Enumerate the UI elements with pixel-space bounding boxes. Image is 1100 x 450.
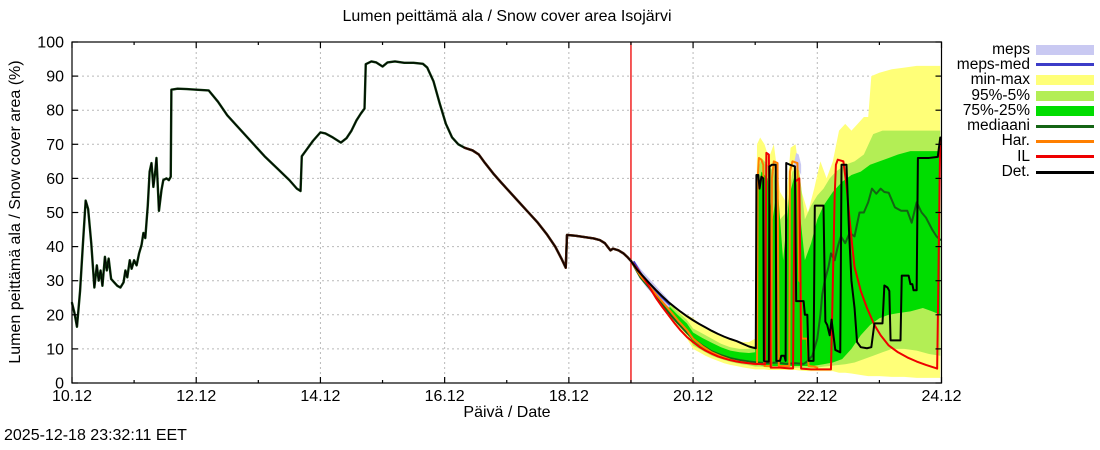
x-tick-label: 16.12: [425, 388, 465, 405]
y-tick-label: 10: [46, 341, 64, 358]
x-tick-label: 18.12: [549, 388, 589, 405]
x-tick-label: 22.12: [797, 388, 837, 405]
y-tick-label: 0: [55, 376, 64, 393]
y-tick-label: 90: [46, 69, 64, 86]
x-tick-label: 10.12: [52, 388, 92, 405]
line-Det.: [629, 136, 942, 363]
series-lines: [70, 60, 942, 371]
y-tick-label: 80: [46, 103, 64, 120]
plot-frame: [71, 41, 943, 384]
line-history: [70, 60, 633, 328]
chart-title: Lumen peittämä ala / Snow cover area Iso…: [342, 8, 672, 25]
line-IL: [629, 139, 942, 371]
y-tick-label: 30: [46, 273, 64, 290]
x-tick-label: 20.12: [673, 388, 713, 405]
tick-labels: 10.12 12.12 14.12 16.12 18.12 20.12 22.12 24.12…: [37, 35, 961, 406]
y-tick-label: 40: [46, 239, 64, 256]
y-tick-label: 70: [46, 137, 64, 154]
y-tick-label: 20: [46, 307, 64, 324]
x-tick-label: 24.12: [921, 388, 961, 405]
x-tick-label: 14.12: [300, 388, 340, 405]
y-tick-label: 100: [37, 35, 64, 52]
y-tick-label: 50: [46, 205, 64, 222]
line-history-edge: [71, 60, 632, 328]
x-axis-label: Päivä / Date: [463, 404, 551, 421]
timestamp: 2025-12-18 23:32:11 EET: [4, 427, 187, 444]
y-axis-label: Lumen peittämä ala / Snow cover area (%): [7, 60, 24, 364]
x-tick-label: 12.12: [176, 388, 216, 405]
line-history-recent: [463, 146, 633, 269]
line-Har.: [629, 156, 819, 369]
y-tick-label: 60: [46, 171, 64, 188]
